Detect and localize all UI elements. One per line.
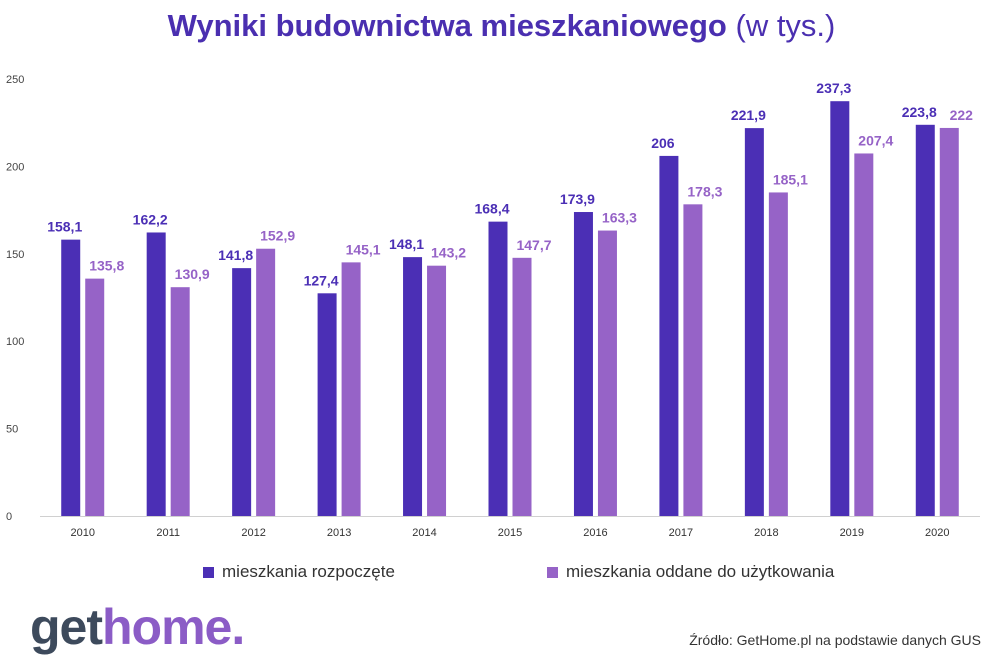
legend-label-completed: mieszkania oddane do użytkowania [566, 562, 835, 581]
bar-started [146, 232, 166, 516]
legend-item-started: mieszkania rozpoczęte [203, 562, 395, 582]
bar-started [830, 101, 850, 517]
x-tick-label: 2020 [925, 527, 949, 539]
bars [61, 101, 959, 517]
x-tick-label: 2012 [241, 527, 265, 539]
data-labels: 158,1 135,8 162,2 130,9 141,8 152,9 127,4 145,1… [47, 80, 973, 288]
chart-title: Wyniki budownictwa mieszkaniowego (w tys… [0, 8, 1003, 44]
legend-label-started: mieszkania rozpoczęte [222, 562, 395, 581]
x-tick-label: 2011 [156, 527, 180, 539]
x-tick-label: 2014 [412, 527, 436, 539]
data-label-started: 162,2 [133, 211, 168, 227]
data-label-completed: 185,1 [773, 171, 808, 187]
data-label-started: 168,4 [474, 201, 509, 217]
y-tick-label: 250 [6, 74, 24, 86]
data-label-started: 127,4 [304, 272, 339, 288]
data-label-started: 221,9 [731, 107, 766, 123]
bar-completed [427, 265, 447, 516]
data-label-completed: 178,3 [687, 183, 722, 199]
legend: mieszkania rozpoczęte mieszkania oddane … [0, 562, 1003, 586]
bar-started [403, 257, 423, 516]
data-label-started: 223,8 [902, 104, 937, 120]
bar-started [488, 221, 508, 517]
y-axis: 0 50 100 150 200 250 [6, 74, 24, 523]
data-label-started: 158,1 [47, 219, 82, 235]
y-tick-label: 50 [6, 424, 18, 436]
data-label-started: 173,9 [560, 191, 595, 207]
legend-swatch-started [203, 566, 214, 578]
bar-completed [341, 262, 361, 516]
x-tick-label: 2019 [840, 527, 864, 539]
y-tick-label: 150 [6, 249, 24, 261]
data-label-started: 237,3 [816, 80, 851, 96]
bar-completed [85, 278, 105, 516]
y-tick-label: 200 [6, 161, 24, 173]
x-tick-label: 2018 [754, 527, 778, 539]
bar-started [573, 212, 593, 516]
x-tick-label: 2017 [669, 527, 693, 539]
bar-completed [170, 287, 190, 516]
bar-completed [854, 153, 874, 517]
chart-title-unit: (w tys.) [735, 8, 836, 43]
bar-started [915, 124, 935, 516]
bar-started [61, 239, 81, 516]
source-note: Źródło: GetHome.pl na podstawie danych G… [689, 632, 981, 648]
data-label-completed: 135,8 [89, 258, 124, 274]
data-label-completed: 145,1 [346, 241, 381, 257]
data-label-started: 148,1 [389, 236, 424, 252]
bar-completed [256, 248, 276, 516]
data-label-started: 206 [651, 135, 675, 151]
data-label-completed: 143,2 [431, 245, 466, 261]
chart-title-main: Wyniki budownictwa mieszkaniowego [167, 8, 727, 43]
data-label-completed: 207,4 [858, 132, 893, 148]
bar-started [659, 155, 679, 517]
gethome-logo: gethome. [30, 599, 245, 655]
bar-completed [683, 204, 703, 516]
legend-item-completed: mieszkania oddane do użytkowania [547, 562, 834, 582]
bar-started [232, 268, 252, 516]
x-axis: 2010 2011 2012 2013 2014 2015 2016 2017 2018 2019… [40, 516, 980, 539]
data-label-completed: 163,3 [602, 210, 637, 226]
bar-completed [768, 192, 788, 517]
x-tick-label: 2016 [583, 527, 607, 539]
y-tick-label: 100 [6, 336, 24, 348]
data-label-completed: 152,9 [260, 228, 295, 244]
y-tick-label: 0 [6, 511, 12, 523]
data-label-started: 141,8 [218, 247, 253, 263]
data-label-completed: 222 [950, 107, 974, 123]
x-tick-label: 2015 [498, 527, 522, 539]
bar-completed [597, 230, 617, 516]
x-tick-label: 2013 [327, 527, 351, 539]
bar-started [744, 128, 764, 516]
x-tick-label: 2010 [70, 527, 94, 539]
bar-completed [939, 127, 959, 516]
bar-completed [512, 257, 532, 516]
bar-chart: 0 50 100 150 200 250 2010 2011 2012 2013 2014 2015… [6, 74, 980, 539]
data-label-completed: 130,9 [175, 266, 210, 282]
data-label-completed: 147,7 [516, 237, 551, 253]
legend-swatch-completed [547, 566, 558, 578]
bar-started [317, 293, 337, 516]
